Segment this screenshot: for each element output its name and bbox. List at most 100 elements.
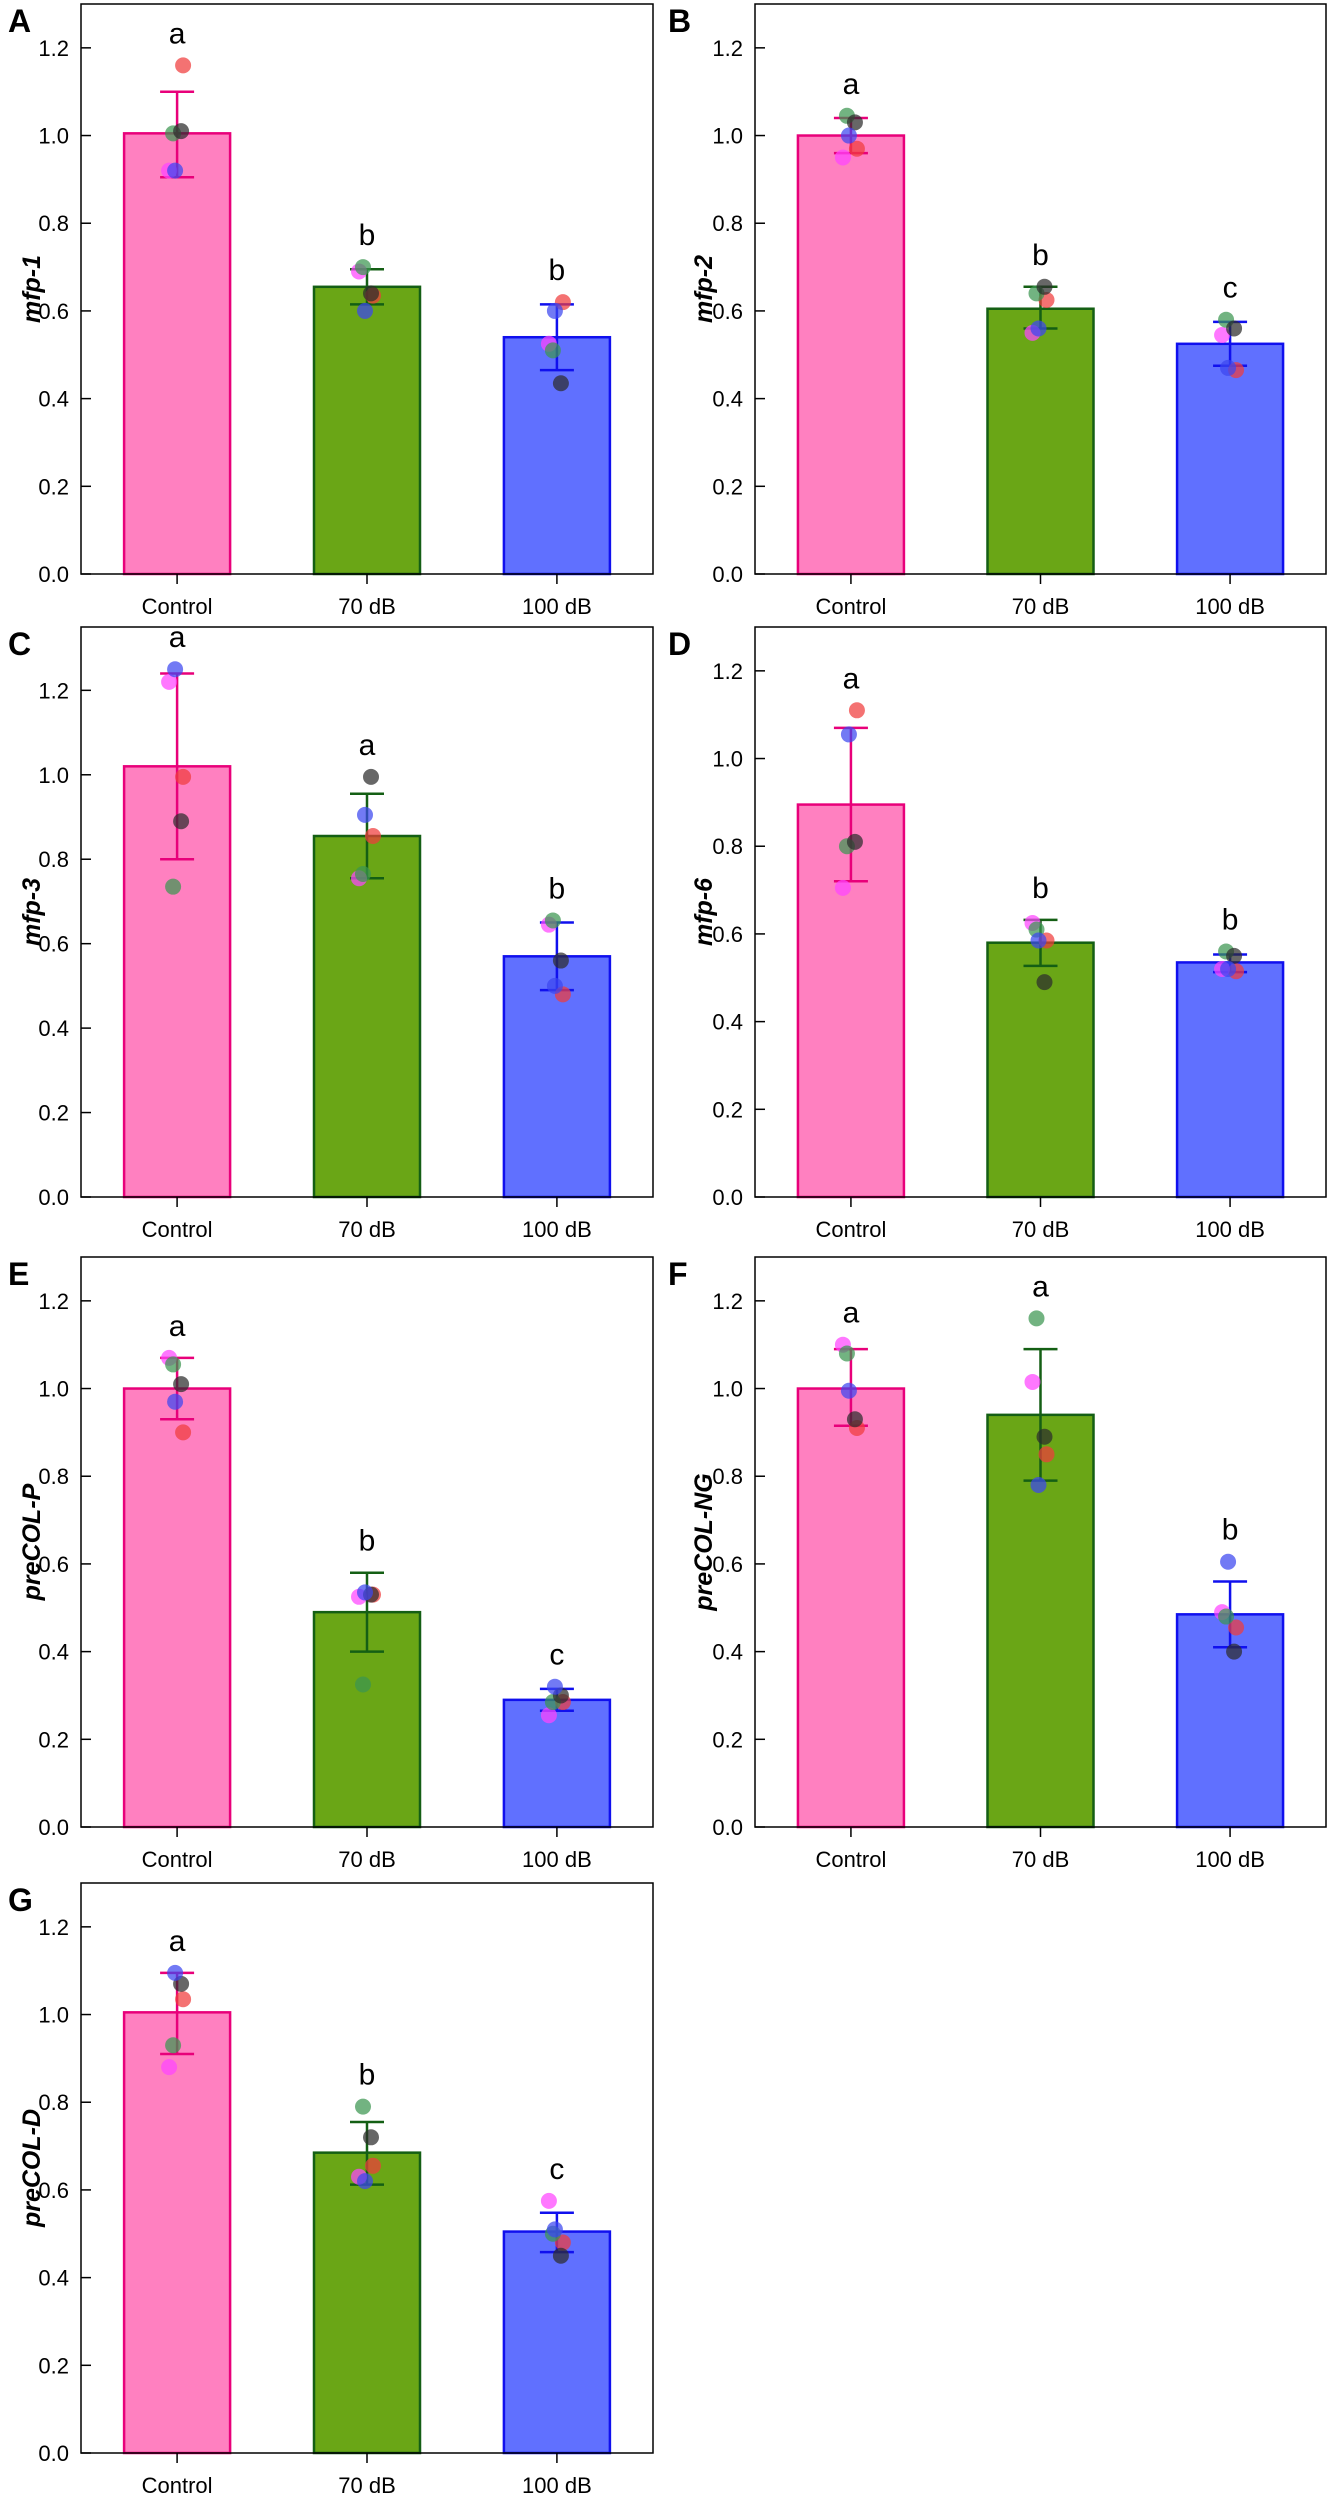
bar-0 [122,2011,232,2455]
y-tick-label: 1.0 [38,124,69,149]
x-tick-label: Control [142,1847,213,1872]
x-tick-label: 70 dB [338,1217,396,1242]
data-point-blue [1220,1553,1237,1570]
y-tick-label: 0.2 [712,1727,743,1752]
significance-letter: b [359,1525,376,1558]
y-axis-label: mfp-1 [18,255,46,323]
data-point-green [165,2037,182,2054]
y-tick-label: 0.8 [38,1464,69,1489]
bar-2 [502,335,612,576]
significance-letter: a [169,1310,186,1343]
y-tick-label: 0.4 [38,1640,69,1665]
y-tick-label: 1.0 [712,1377,743,1402]
y-tick-label: 0.6 [712,299,743,324]
data-point-dark [173,813,190,830]
data-point-magenta [1024,1373,1041,1390]
y-tick-label: 0.0 [38,1185,69,1210]
panel-letter: C [8,626,31,662]
data-point-dark [173,1376,190,1393]
bar-1 [312,834,422,1199]
data-point-dark [552,952,569,969]
significance-letter: b [1222,903,1239,936]
y-tick-label: 0.8 [712,211,743,236]
y-tick-label: 0.2 [712,474,743,499]
data-point-magenta [161,2059,178,2076]
y-tick-label: 0.6 [38,299,69,324]
bar-0 [122,132,232,576]
y-tick-label: 0.6 [38,1552,69,1577]
x-tick-label: 100 dB [522,1847,592,1872]
y-tick-label: 1.2 [712,36,743,61]
y-tick-label: 0.8 [712,1464,743,1489]
y-tick-label: 0.4 [712,1010,743,1035]
significance-letter: b [1222,1514,1239,1547]
x-tick-label: Control [142,2473,213,2498]
data-point-blue [546,2221,563,2238]
data-point-red [365,828,381,844]
data-point-dark [1036,974,1053,991]
y-tick-label: 0.6 [38,932,69,957]
data-point-blue [840,1382,857,1399]
data-point-green [355,2098,371,2115]
data-point-dark [173,123,190,140]
y-tick-label: 0.6 [712,922,743,947]
data-point-green [544,342,561,359]
y-tick-label: 0.0 [712,562,743,587]
panel-letter: F [668,1256,688,1292]
y-tick-label: 0.4 [38,387,69,412]
data-point-blue [546,302,563,319]
y-axis-label: preCOL-NG [690,1473,718,1612]
significance-letter: b [549,254,566,287]
data-point-magenta [834,149,851,166]
data-point-dark [846,833,863,850]
x-tick-label: 100 dB [1195,594,1265,619]
panel-letter: A [8,3,31,39]
y-axis-label: mfp-2 [690,255,718,323]
data-point-red [365,2157,381,2174]
y-tick-label: 1.2 [38,36,69,61]
x-tick-label: 100 dB [1195,1217,1265,1242]
significance-letter: c [549,1639,564,1672]
data-point-blue [357,1584,373,1601]
significance-letter: a [169,1925,186,1958]
data-point-dark [1226,947,1243,964]
data-point-magenta [1214,327,1231,344]
significance-letter: a [843,662,860,695]
data-point-dark [1226,320,1243,337]
y-tick-label: 0.8 [38,2090,69,2115]
data-point-dark [1036,1428,1053,1445]
data-point-blue [1030,320,1047,337]
bar-0 [796,1387,906,1829]
y-tick-label: 0.4 [38,1016,69,1041]
data-point-green [355,866,371,882]
data-point-blue [546,977,563,994]
data-point-dark [1226,1643,1243,1660]
bar-0 [122,1387,232,1829]
y-tick-label: 1.2 [38,678,69,703]
data-point-green [165,1356,182,1373]
data-point-blue [167,162,184,179]
data-point-green [1218,1608,1235,1625]
y-axis-label: preCOL-P [18,1483,46,1601]
y-tick-label: 0.0 [38,2441,69,2466]
data-point-blue [167,661,184,678]
significance-letter: a [359,729,376,762]
significance-letter: b [359,219,376,252]
data-point-blue [1220,961,1237,977]
data-point-dark [552,2247,569,2264]
x-tick-label: Control [142,1217,213,1242]
x-tick-label: 100 dB [522,2473,592,2498]
significance-letter: a [169,17,186,50]
bar-2 [1175,342,1285,576]
bar-2 [1175,961,1285,1199]
significance-letter: b [549,872,566,905]
panel-letter: D [668,626,691,662]
data-point-blue [1030,932,1047,949]
data-point-blue [357,2173,373,2190]
data-point-blue [840,726,857,743]
data-point-blue [167,1964,184,1981]
x-tick-label: 70 dB [1012,1217,1070,1242]
data-point-magenta [540,1707,557,1724]
